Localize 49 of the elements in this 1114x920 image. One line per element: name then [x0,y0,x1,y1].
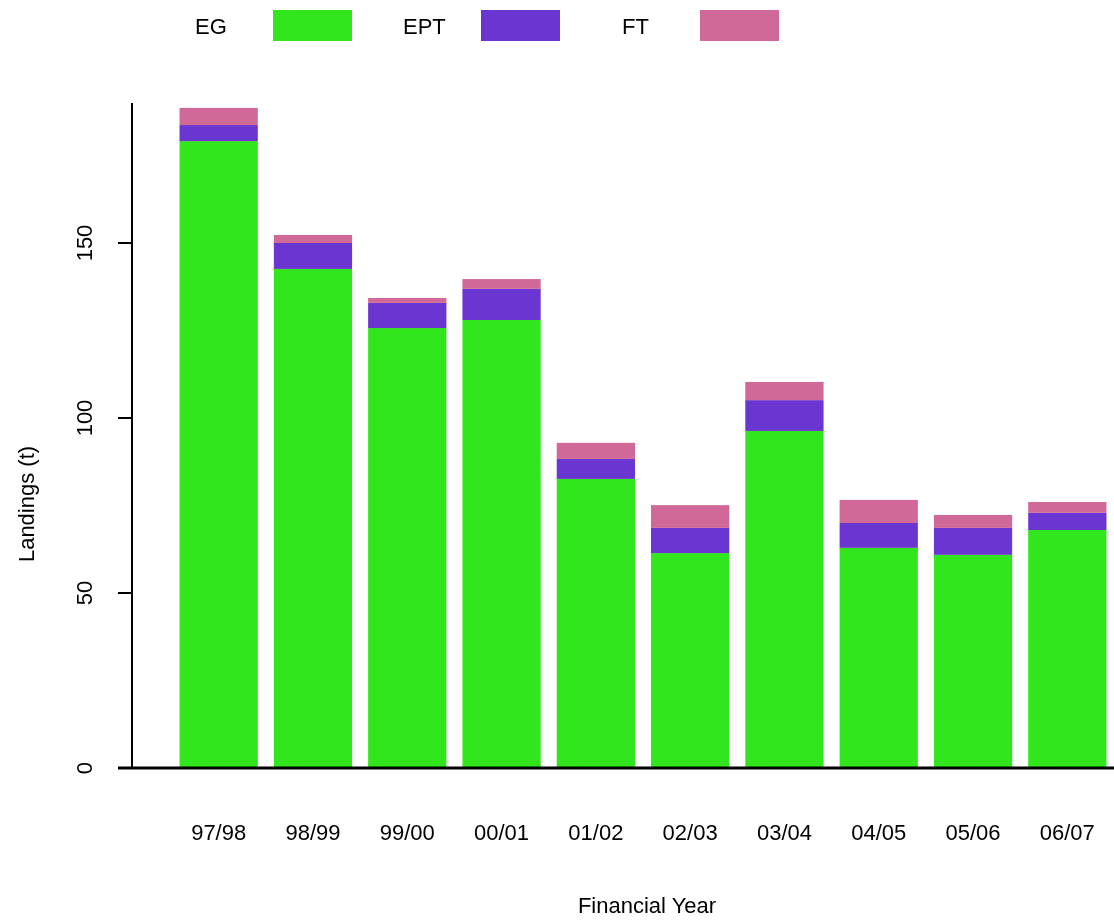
x-tick-label: 05/06 [945,820,1001,845]
bar [556,478,635,768]
bar [1028,512,1107,530]
legend-label: EG [195,14,227,39]
bar [651,505,730,528]
y-tick-label: 150 [72,224,97,262]
bar [651,527,730,554]
x-tick-label: 99/00 [379,820,435,845]
legend-label: FT [622,14,649,39]
bar [368,297,447,303]
bar [179,125,258,142]
y-tick-label: 50 [72,580,97,606]
bar [933,554,1013,768]
x-tick-label: 01/02 [568,820,624,845]
legend-label: EPT [403,14,446,39]
bar [933,514,1013,528]
bar [179,141,258,768]
x-tick-label: 04/05 [851,820,907,845]
bar [745,400,824,431]
x-tick-label: 98/99 [285,820,341,845]
x-axis-title: Financial Year [577,893,717,918]
y-axis-title: Landings (t) [14,445,39,563]
bar [462,320,541,768]
x-tick-label: 97/98 [191,820,247,845]
bar [462,288,541,320]
x-tick-label: 06/07 [1039,820,1095,845]
x-tick-label: 03/04 [756,820,812,845]
bar [651,553,730,768]
bar [179,107,258,126]
bar [556,458,635,479]
bar [839,499,918,523]
bar [745,381,824,401]
bar [1028,502,1107,513]
bar [273,243,353,269]
bar [273,234,353,243]
bar [1028,530,1107,768]
y-tick-label: 100 [72,399,97,437]
y-tick-label: 0 [72,761,97,775]
bar [745,430,824,768]
bar [839,523,918,548]
bar [839,547,918,768]
bar [273,268,353,768]
bar [462,279,541,289]
bar [368,302,447,329]
bar [556,442,635,459]
bar [933,527,1013,555]
x-tick-label: 02/03 [662,820,718,845]
bar [368,328,447,768]
x-tick-label: 00/01 [474,820,530,845]
